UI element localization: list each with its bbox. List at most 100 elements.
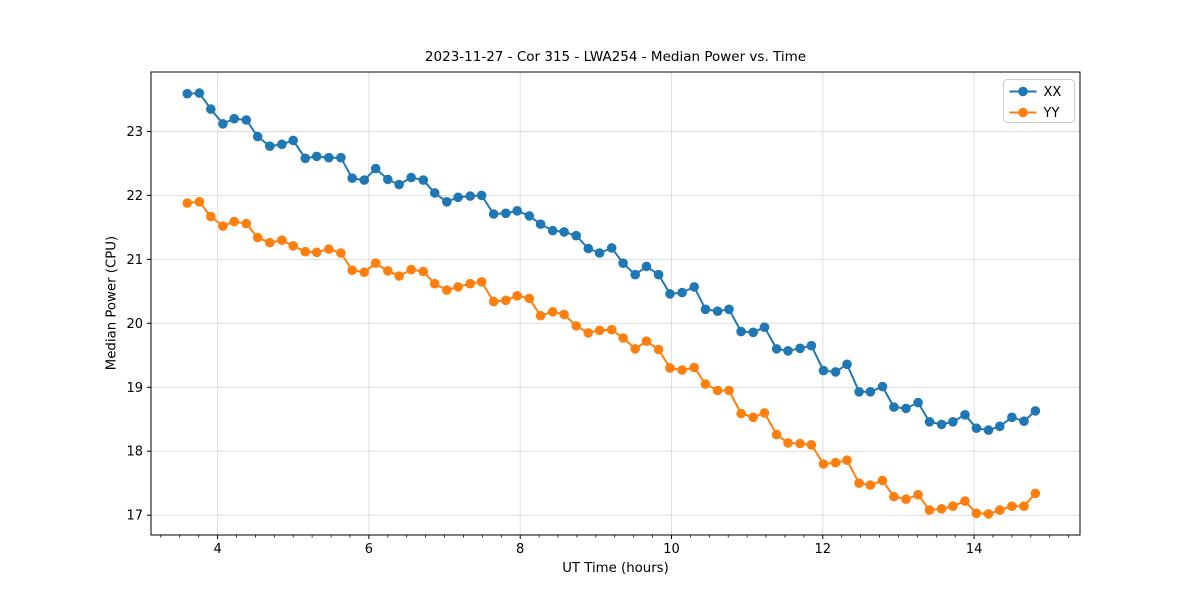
legend-marker-swatch (1018, 86, 1028, 97)
x-tick-label: 12 (815, 542, 832, 557)
series-XX-marker (218, 119, 228, 129)
series-YY-marker (983, 509, 994, 519)
plot-border (150, 71, 1081, 536)
series-XX-marker (1007, 412, 1017, 423)
series-XX-marker (336, 152, 346, 163)
series-YY-marker (218, 221, 228, 231)
series-YY-marker (347, 265, 358, 276)
legend-marker-swatch (1018, 107, 1028, 118)
series-XX-marker (418, 175, 429, 185)
series-YY-marker (383, 266, 393, 276)
series-XX-marker (724, 304, 734, 315)
series-YY-marker (889, 491, 899, 502)
series-YY-marker (501, 295, 511, 306)
series-XX-marker (1019, 416, 1029, 427)
series-XX-marker (618, 258, 628, 269)
series-XX-marker (429, 188, 440, 198)
series-YY-marker (418, 266, 429, 277)
series-XX-marker (901, 403, 911, 414)
series-YY-marker (830, 457, 841, 468)
series-YY-marker (465, 278, 476, 289)
series-XX-marker (512, 206, 522, 216)
series-XX-marker (759, 322, 770, 333)
series-YY-marker (606, 324, 617, 335)
y-tick-label: 21 (126, 253, 143, 268)
series-YY-marker (370, 258, 381, 269)
series-XX-marker (842, 359, 852, 370)
y-tick-label: 22 (126, 189, 143, 204)
series-XX-marker (806, 340, 817, 351)
series-XX-marker (971, 423, 982, 434)
series-YY-marker (783, 438, 793, 448)
legend-label: YY (1043, 106, 1060, 121)
series-XX-marker (924, 417, 935, 427)
legend-entry-YY: YY (1009, 106, 1060, 121)
series-YY-marker (1019, 501, 1029, 512)
series-XX-marker (913, 397, 923, 408)
series-YY-marker (241, 218, 252, 229)
series-XX-marker (241, 115, 252, 125)
y-tick-label: 19 (126, 381, 143, 396)
series-XX-marker (359, 175, 370, 185)
legend-box (1003, 79, 1075, 123)
series-YY-marker (265, 237, 275, 248)
series-XX-marker (936, 419, 947, 430)
series-YY-marker (359, 267, 370, 278)
series-YY-marker (1007, 501, 1017, 512)
series-XX-marker (535, 219, 546, 229)
x-axis-label: UT Time (hours) (562, 561, 669, 576)
series-XX-marker (265, 141, 275, 151)
series-XX (182, 88, 1041, 435)
series-XX-marker (594, 248, 605, 258)
series-XX-marker (795, 343, 805, 354)
series-YY-marker (288, 241, 299, 251)
series-YY-marker (406, 264, 417, 275)
series-XX-marker (229, 113, 239, 124)
series-YY-marker (724, 385, 734, 396)
y-tick-label: 17 (126, 509, 143, 524)
series-YY-marker (689, 362, 699, 373)
series-XX-marker (665, 289, 675, 299)
series-YY-marker (759, 408, 770, 418)
series-XX-marker (300, 153, 311, 164)
series-YY-marker (771, 429, 782, 440)
series-XX-marker (783, 346, 793, 356)
series-XX-marker (442, 197, 452, 207)
series-YY-marker (277, 235, 287, 245)
x-tick-label: 14 (966, 542, 983, 557)
x-tick-label: 6 (365, 542, 373, 557)
series-XX-marker (277, 139, 287, 150)
series-YY-marker (336, 248, 346, 258)
chart-title: 2023-11-27 - Cor 315 - LWA254 - Median P… (424, 49, 807, 65)
series-YY-marker (806, 440, 817, 450)
series-XX-marker (394, 179, 404, 190)
series-YY-marker (901, 494, 911, 505)
y-tick-label: 20 (126, 317, 143, 332)
series-XX-marker (501, 208, 511, 219)
series-XX-marker (194, 88, 205, 98)
series-XX-marker (465, 191, 476, 201)
series-YY-marker (653, 344, 664, 355)
series-XX-marker (324, 152, 334, 163)
series-XX-marker (948, 417, 958, 427)
series-YY-marker (1030, 488, 1041, 499)
series-YY-marker (547, 307, 558, 317)
series-YY-marker (583, 328, 594, 338)
y-tick-label: 18 (126, 445, 143, 460)
series-YY-marker (194, 197, 205, 207)
series-YY-marker (453, 282, 463, 292)
series-XX-marker (288, 135, 299, 146)
legend-label: XX (1044, 85, 1062, 100)
series-XX-marker (347, 173, 358, 183)
series-YY-marker (630, 344, 640, 354)
legend-entry-XX: XX (1009, 85, 1062, 100)
series-YY-marker (206, 211, 216, 222)
series-XX-marker (736, 326, 746, 337)
series-XX-marker (252, 131, 263, 142)
series-YY-marker (665, 363, 675, 373)
series-YY-marker (618, 333, 628, 343)
series-YY-marker (571, 321, 581, 331)
